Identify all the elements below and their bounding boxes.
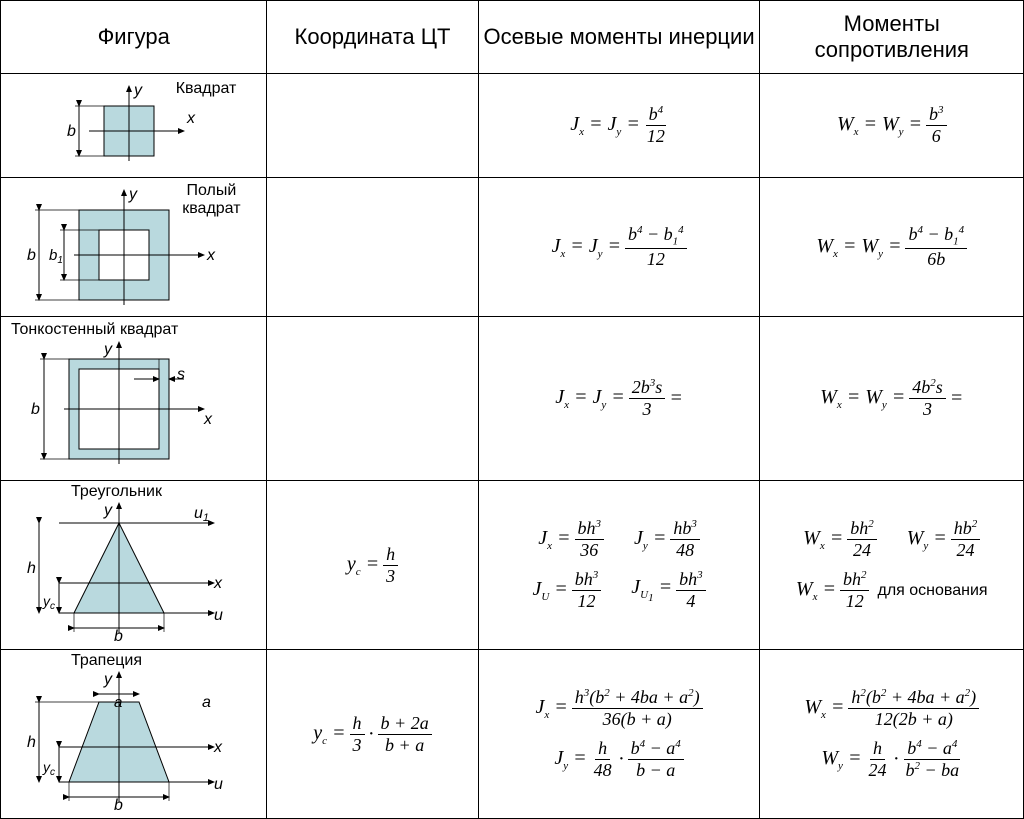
header-figure: Фигура xyxy=(1,1,267,74)
lhs: Jx = Jy = xyxy=(555,386,625,411)
svg-text:a: a xyxy=(114,694,122,711)
inertia-hollow: Jx = Jy = b4 − b1412 xyxy=(478,178,760,317)
frac: b412 xyxy=(644,104,668,147)
resist-thin: Wx = Wy = 4b2s3 = xyxy=(760,317,1024,481)
figure-title: Тонкостенный квадрат xyxy=(11,321,178,339)
header-inertia: Осевые моменты инерции xyxy=(478,1,760,74)
svg-text:u: u xyxy=(214,776,223,793)
lhs: Wx = Wy = xyxy=(820,386,905,411)
geometry-table: Фигура Координата ЦТ Осевые моменты инер… xyxy=(0,0,1024,819)
row-hollow-square: Полый квадрат y x b b1 Jx xyxy=(1,178,1024,317)
resist-trapezoid: Wx =h2(b2 + 4ba + a2)12(2b + a) Wy =h24·… xyxy=(760,650,1024,819)
svg-text:y: y xyxy=(103,671,113,688)
lhs: Jx = Jy = xyxy=(551,235,621,260)
row-triangle: Треугольник y x u u1 h yc b xyxy=(1,481,1024,650)
inertia-thin: Jx = Jy = 2b3s3 = xyxy=(478,317,760,481)
figure-trapezoid: Трапеция y x u a a h yc xyxy=(1,650,267,819)
figure-square: Квадрат y x b xyxy=(1,74,267,178)
thin-square-diagram: y x b s xyxy=(19,324,249,474)
resist-hollow: Wx = Wy = b4 − b146b xyxy=(760,178,1024,317)
coord-trapezoid: yc = h3 · b + 2ab + a xyxy=(267,650,478,819)
svg-text:u: u xyxy=(214,607,223,624)
figure-title: Треугольник xyxy=(71,483,162,501)
coord-square xyxy=(267,74,478,178)
svg-text:x: x xyxy=(206,247,216,264)
coord-triangle: yc = h3 xyxy=(267,481,478,650)
inertia-triangle: Jx =bh336 Jy =hb348 JU =bh312 JU1 =bh34 xyxy=(478,481,760,650)
row-square: Квадрат y x b Jx = Jy = b412 xyxy=(1,74,1024,178)
svg-text:y: y xyxy=(103,341,113,358)
svg-text:x: x xyxy=(203,411,213,428)
lhs: Wx = Wy = xyxy=(837,113,922,138)
svg-text:b: b xyxy=(67,123,76,140)
header-resist: Моменты сопротивления xyxy=(760,1,1024,74)
resist-triangle: Wx =bh224 Wy =hb224 Wx =bh212для основан… xyxy=(760,481,1024,650)
svg-text:x: x xyxy=(213,739,223,756)
trapezoid-diagram: y x u a a h yc b xyxy=(19,657,249,812)
svg-text:b1: b1 xyxy=(49,247,63,266)
svg-text:yc: yc xyxy=(42,759,55,778)
coord-hollow xyxy=(267,178,478,317)
frac: 2b3s3 xyxy=(629,377,666,420)
tail: = xyxy=(950,387,964,410)
frac: 4b2s3 xyxy=(909,377,946,420)
frac: b36 xyxy=(926,104,947,147)
frac: h3 xyxy=(383,544,398,587)
coord-thin xyxy=(267,317,478,481)
note: для основания xyxy=(877,582,987,600)
figure-hollow-square: Полый квадрат y x b b1 xyxy=(1,178,267,317)
header-row: Фигура Координата ЦТ Осевые моменты инер… xyxy=(1,1,1024,74)
lhs: yc = xyxy=(347,553,379,578)
frac: b4 − b1412 xyxy=(625,224,687,270)
tail: = xyxy=(669,387,683,410)
lhs: Wx = Wy = xyxy=(816,235,901,260)
svg-text:yc: yc xyxy=(42,593,55,612)
row-thin-square: Тонкостенный квадрат y x b s xyxy=(1,317,1024,481)
svg-text:s: s xyxy=(177,366,185,383)
svg-text:b: b xyxy=(114,797,123,812)
inertia-trapezoid: Jx =h3(b2 + 4ba + a2)36(b + a) Jy =h48·b… xyxy=(478,650,760,819)
figure-title: Трапеция xyxy=(71,652,142,670)
frac: b4 − b146b xyxy=(905,224,967,270)
header-coord: Координата ЦТ xyxy=(267,1,478,74)
figure-triangle: Треугольник y x u u1 h yc b xyxy=(1,481,267,650)
svg-text:h: h xyxy=(27,560,36,577)
svg-text:b: b xyxy=(114,628,123,643)
resist-square: Wx = Wy = b36 xyxy=(760,74,1024,178)
svg-text:h: h xyxy=(27,734,36,751)
svg-text:y: y xyxy=(128,186,138,203)
svg-text:a: a xyxy=(202,694,211,711)
svg-text:x: x xyxy=(213,575,223,592)
svg-text:x: x xyxy=(186,110,196,127)
svg-text:b: b xyxy=(27,247,36,264)
inertia-square: Jx = Jy = b412 xyxy=(478,74,760,178)
figure-thin-square: Тонкостенный квадрат y x b s xyxy=(1,317,267,481)
figure-title: Полый квадрат xyxy=(176,182,246,218)
svg-text:b: b xyxy=(31,401,40,418)
svg-text:y: y xyxy=(103,502,113,519)
row-trapezoid: Трапеция y x u a a h yc xyxy=(1,650,1024,819)
figure-title: Квадрат xyxy=(176,80,237,98)
svg-text:y: y xyxy=(133,82,143,99)
lhs: Jx = Jy = xyxy=(570,113,640,138)
svg-text:u1: u1 xyxy=(194,505,209,524)
triangle-diagram: y x u u1 h yc b xyxy=(19,488,249,643)
